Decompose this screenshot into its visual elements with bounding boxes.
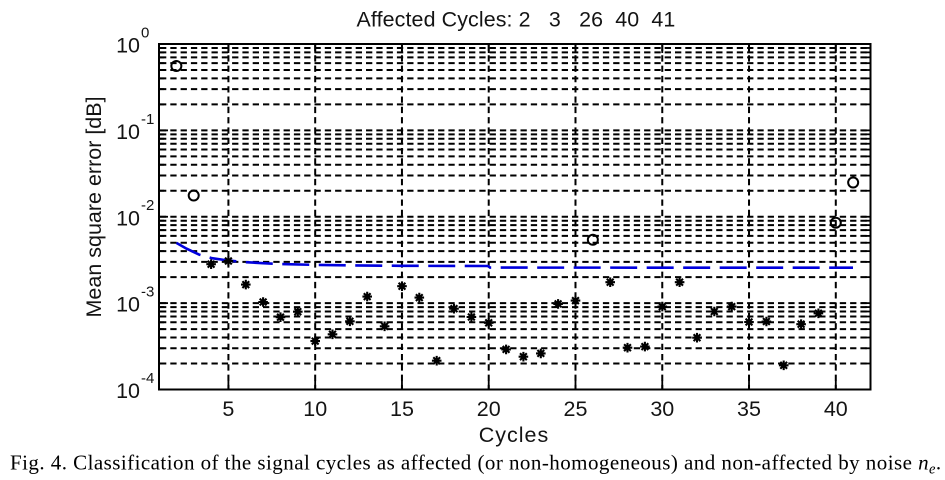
svg-text:10: 10 bbox=[116, 34, 140, 58]
svg-text:10: 10 bbox=[116, 206, 140, 230]
svg-text:-1: -1 bbox=[141, 111, 154, 128]
svg-text:25: 25 bbox=[564, 397, 588, 421]
svg-text:10: 10 bbox=[116, 293, 140, 317]
svg-text:-3: -3 bbox=[141, 284, 154, 301]
svg-text:10: 10 bbox=[116, 379, 140, 403]
svg-text:Cycles: Cycles bbox=[479, 423, 550, 447]
svg-text:Fig. 4. Classification of the: Fig. 4. Classification of the signal cyc… bbox=[10, 451, 942, 478]
svg-text:20: 20 bbox=[477, 397, 501, 421]
svg-text:35: 35 bbox=[737, 397, 761, 421]
svg-text:0: 0 bbox=[141, 25, 149, 42]
svg-text:Affected Cycles: 2 3 26 4: Affected Cycles: 2 3 26 40 41 bbox=[357, 8, 676, 32]
svg-text:10: 10 bbox=[116, 120, 140, 144]
svg-text:10: 10 bbox=[303, 397, 327, 421]
svg-text:15: 15 bbox=[390, 397, 414, 421]
svg-text:30: 30 bbox=[650, 397, 674, 421]
svg-text:40: 40 bbox=[824, 397, 848, 421]
svg-text:5: 5 bbox=[222, 397, 234, 421]
svg-text:Mean square error [dB]: Mean square error [dB] bbox=[82, 96, 106, 317]
svg-text:-4: -4 bbox=[141, 370, 154, 387]
svg-text:-2: -2 bbox=[141, 197, 154, 214]
